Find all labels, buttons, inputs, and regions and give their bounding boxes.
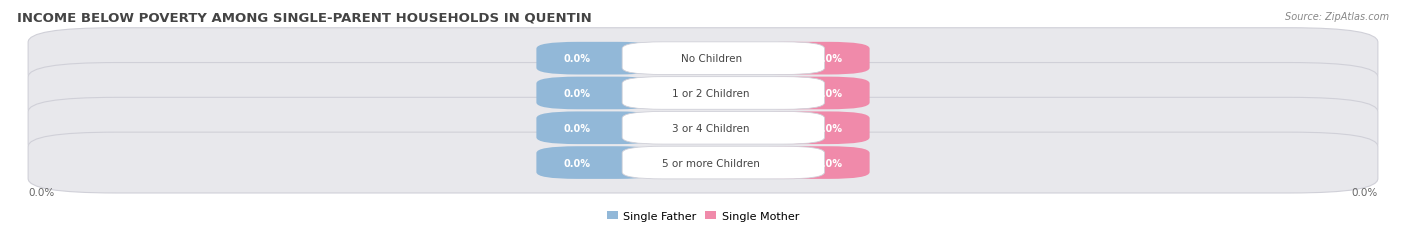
Legend: Single Father, Single Mother: Single Father, Single Mother xyxy=(605,209,801,223)
FancyBboxPatch shape xyxy=(28,29,1378,89)
FancyBboxPatch shape xyxy=(28,98,1378,158)
FancyBboxPatch shape xyxy=(537,77,658,110)
Text: INCOME BELOW POVERTY AMONG SINGLE-PARENT HOUSEHOLDS IN QUENTIN: INCOME BELOW POVERTY AMONG SINGLE-PARENT… xyxy=(17,12,592,24)
Text: 0.0%: 0.0% xyxy=(1351,187,1378,197)
FancyBboxPatch shape xyxy=(537,147,658,179)
FancyBboxPatch shape xyxy=(537,43,658,75)
FancyBboxPatch shape xyxy=(621,43,824,75)
FancyBboxPatch shape xyxy=(28,133,1378,193)
FancyBboxPatch shape xyxy=(621,147,824,179)
Text: 0.0%: 0.0% xyxy=(564,88,591,99)
Text: 0.0%: 0.0% xyxy=(815,158,842,168)
Text: Source: ZipAtlas.com: Source: ZipAtlas.com xyxy=(1285,12,1389,21)
Text: 3 or 4 Children: 3 or 4 Children xyxy=(672,123,749,133)
Text: 0.0%: 0.0% xyxy=(815,123,842,133)
Text: 0.0%: 0.0% xyxy=(564,158,591,168)
Text: 1 or 2 Children: 1 or 2 Children xyxy=(672,88,749,99)
Text: 0.0%: 0.0% xyxy=(815,88,842,99)
FancyBboxPatch shape xyxy=(748,43,869,75)
FancyBboxPatch shape xyxy=(621,112,824,144)
Text: No Children: No Children xyxy=(681,54,741,64)
FancyBboxPatch shape xyxy=(537,112,658,144)
Text: 0.0%: 0.0% xyxy=(28,187,55,197)
FancyBboxPatch shape xyxy=(28,63,1378,124)
FancyBboxPatch shape xyxy=(748,147,869,179)
Text: 0.0%: 0.0% xyxy=(564,54,591,64)
FancyBboxPatch shape xyxy=(748,77,869,110)
Text: 0.0%: 0.0% xyxy=(564,123,591,133)
Text: 5 or more Children: 5 or more Children xyxy=(662,158,761,168)
FancyBboxPatch shape xyxy=(621,77,824,110)
FancyBboxPatch shape xyxy=(748,112,869,144)
Text: 0.0%: 0.0% xyxy=(815,54,842,64)
